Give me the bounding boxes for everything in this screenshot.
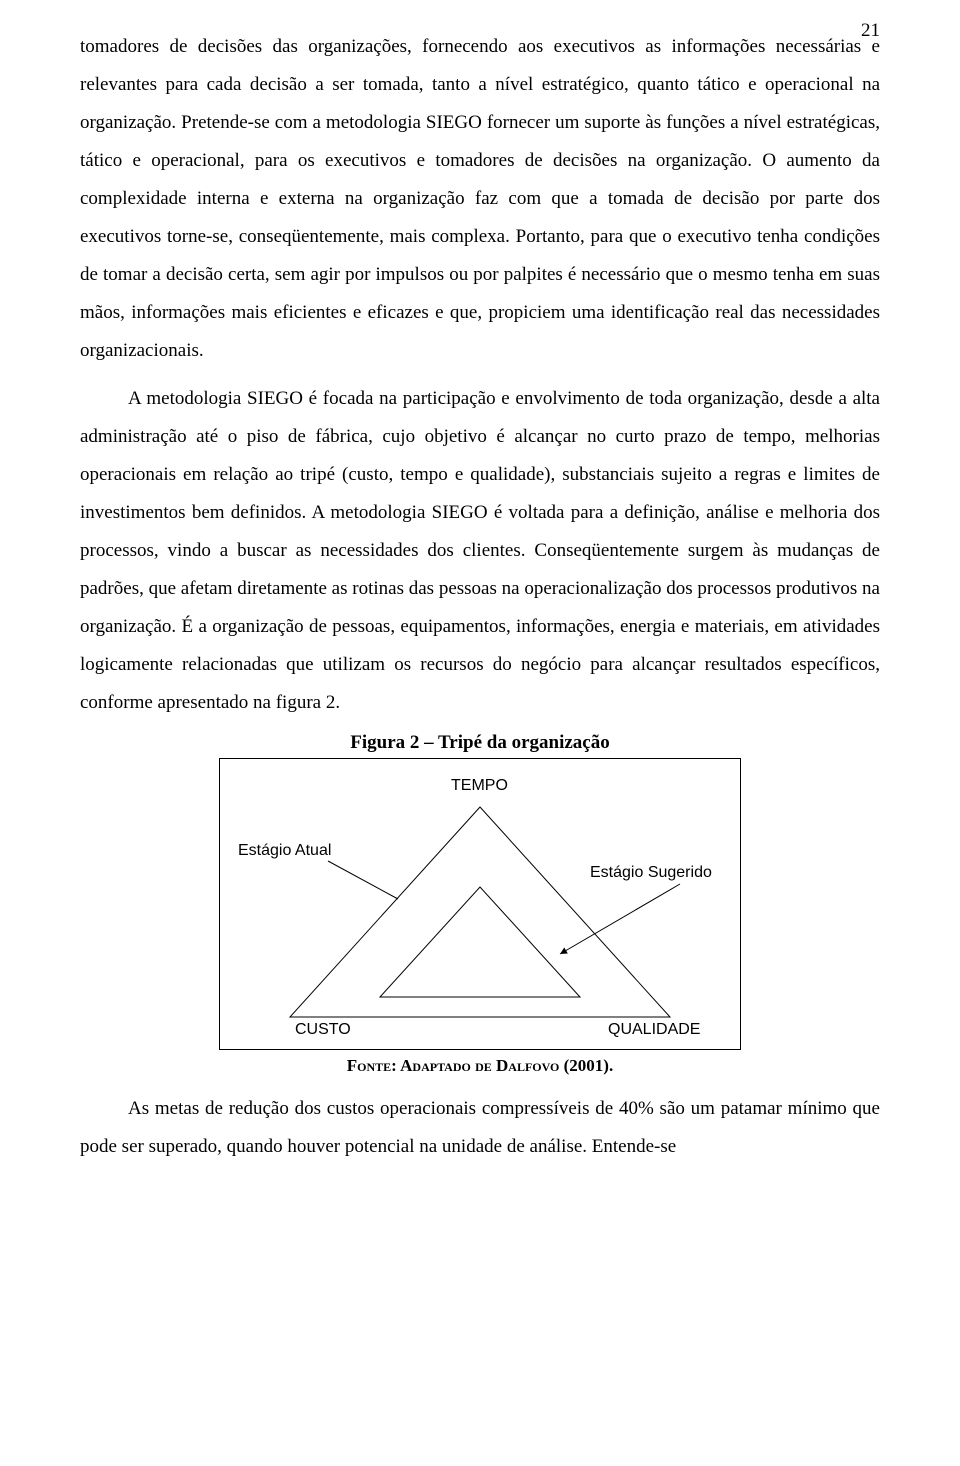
label-custo: CUSTO (295, 1021, 351, 1039)
annotation-left-line (328, 861, 398, 899)
figure-source: Fonte: Adaptado de Dalfovo (2001). (80, 1056, 880, 1076)
page: 21 tomadores de decisões das organizaçõe… (0, 0, 960, 1466)
paragraph-3: As metas de redução dos custos operacion… (80, 1090, 880, 1166)
outer-triangle (290, 807, 670, 1017)
label-qualidade: QUALIDADE (608, 1021, 700, 1039)
paragraph-1: tomadores de decisões das organizações, … (80, 28, 880, 370)
figure-title: Figura 2 – Tripé da organização (80, 732, 880, 754)
label-estagio-sugerido: Estágio Sugerido (590, 864, 712, 882)
figure-diagram: TEMPO CUSTO QUALIDADE Estágio Atual Está… (219, 758, 741, 1050)
triangle-svg (220, 759, 740, 1049)
annotation-right-arrowhead (560, 947, 568, 954)
label-estagio-atual: Estágio Atual (238, 842, 331, 860)
label-tempo: TEMPO (451, 777, 508, 795)
annotation-right-arrow (560, 884, 680, 954)
inner-triangle (380, 887, 580, 997)
paragraph-2: A metodologia SIEGO é focada na particip… (80, 380, 880, 722)
page-number: 21 (861, 20, 880, 42)
